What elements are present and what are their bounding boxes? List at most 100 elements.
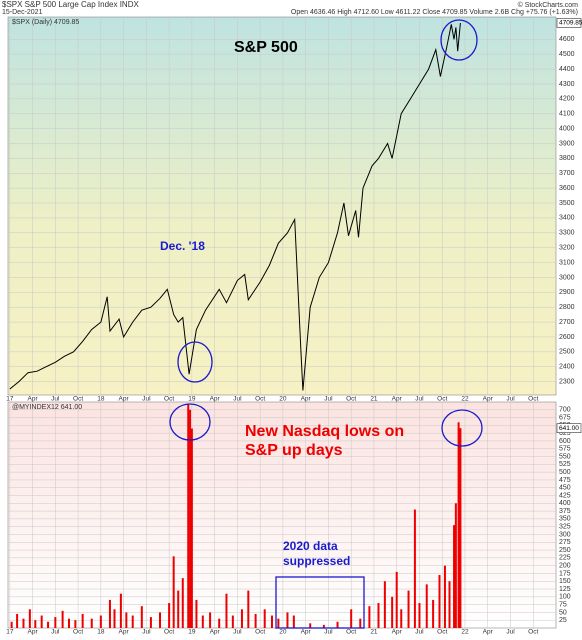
y-tick-label: 2400 [559, 364, 575, 371]
date: 15-Dec-2021 [2, 9, 43, 16]
bar [400, 609, 403, 628]
x-tick-label: Apr [301, 629, 312, 636]
x-tick-label: Oct [73, 396, 83, 403]
price-line [9, 22, 461, 391]
y-tick-label: 450 [559, 485, 571, 492]
x-tick-label: Jul [506, 396, 515, 403]
x-tick-label: 19 [188, 629, 196, 636]
bar [22, 618, 25, 628]
bar [74, 620, 77, 628]
bar [16, 613, 19, 628]
bar [368, 606, 371, 628]
x-tick-label: Oct [164, 396, 174, 403]
y-tick-label: 4000 [559, 125, 575, 132]
x-tick-label: Apr [28, 396, 39, 403]
bar [336, 621, 339, 628]
bar [448, 581, 451, 628]
y-tick-label: 2600 [559, 334, 575, 341]
bar [454, 503, 457, 628]
x-tick-label: Oct [346, 629, 356, 636]
price-panel [7, 16, 557, 396]
bar [225, 593, 228, 628]
x-tick-label: 20 [279, 629, 287, 636]
bar [189, 409, 192, 628]
bar [263, 609, 266, 628]
x-tick-label: Oct [437, 396, 447, 403]
bar [113, 609, 116, 628]
annotation: Dec. '18 [160, 239, 205, 253]
bar [159, 612, 162, 628]
x-tick-label: Apr [28, 629, 39, 636]
y-tick-label: 3800 [559, 155, 575, 162]
y-tick-label: 325 [559, 524, 571, 531]
y-tick-label: 475 [559, 477, 571, 484]
bar [286, 612, 289, 628]
bar [350, 609, 353, 628]
y-tick-label: 150 [559, 578, 571, 585]
bar [218, 618, 221, 628]
y-tick-label: 675 [559, 414, 571, 421]
bar [140, 606, 143, 628]
bar [40, 615, 43, 628]
annotation: S&P 500 [234, 39, 298, 56]
bar [149, 617, 152, 628]
bar [395, 571, 398, 628]
y-tick-label: 100 [559, 594, 571, 601]
y-tick-label: 2700 [559, 319, 575, 326]
y-tick-label: 425 [559, 492, 571, 499]
y-tick-label: 625 [559, 430, 571, 437]
last-value-box [556, 423, 582, 433]
x-tick-label: Apr [392, 629, 403, 636]
y-tick-label: 375 [559, 508, 571, 515]
bar [270, 615, 273, 628]
x-tick-label: Jul [233, 629, 242, 636]
bar [231, 615, 234, 628]
y-tick-label: 125 [559, 586, 571, 593]
bar [99, 615, 102, 628]
bar [47, 621, 50, 628]
last-value-label: 4709.85 [559, 20, 582, 27]
y-tick-label: 575 [559, 446, 571, 453]
quote: Open 4636.46 High 4712.60 Low 4611.22 Cl… [291, 9, 578, 16]
x-tick-label: Oct [437, 629, 447, 636]
y-tick-label: 4500 [559, 51, 575, 58]
y-tick-label: 300 [559, 531, 571, 538]
x-tick-label: 22 [461, 396, 469, 403]
x-tick-label: Apr [301, 396, 312, 403]
highlight-circle [177, 341, 213, 383]
credit: © StockCharts.com [518, 1, 579, 9]
highlight-box [275, 576, 365, 629]
bar [187, 403, 190, 628]
bar [418, 603, 421, 628]
bar [240, 609, 243, 628]
bar [277, 618, 280, 628]
highlight-circle [441, 409, 483, 447]
bar [177, 590, 180, 628]
y-tick-label: 3400 [559, 215, 575, 222]
bar [459, 428, 462, 628]
y-tick-label: 2900 [559, 289, 575, 296]
bar [67, 618, 70, 628]
x-tick-label: 20 [279, 396, 287, 403]
bar [377, 603, 380, 628]
y-tick-label: 500 [559, 469, 571, 476]
y-tick-label: 4600 [559, 36, 575, 43]
bar [413, 509, 416, 628]
x-tick-label: Oct [255, 396, 265, 403]
legend: $SPX (Daily) 4709.85 [12, 19, 79, 26]
y-tick-label: 4400 [559, 66, 575, 73]
x-tick-label: 17 [6, 396, 14, 403]
y-tick-label: 2300 [559, 378, 575, 385]
bar [391, 596, 394, 628]
x-tick-label: Jul [51, 396, 60, 403]
x-tick-label: 22 [461, 629, 469, 636]
bar [201, 615, 204, 628]
bar [457, 422, 460, 628]
y-tick-label: 3600 [559, 185, 575, 192]
x-tick-label: Apr [210, 629, 221, 636]
x-tick-label: Apr [119, 396, 130, 403]
bar [125, 612, 128, 628]
x-tick-label: Apr [210, 396, 221, 403]
bar [168, 603, 171, 628]
